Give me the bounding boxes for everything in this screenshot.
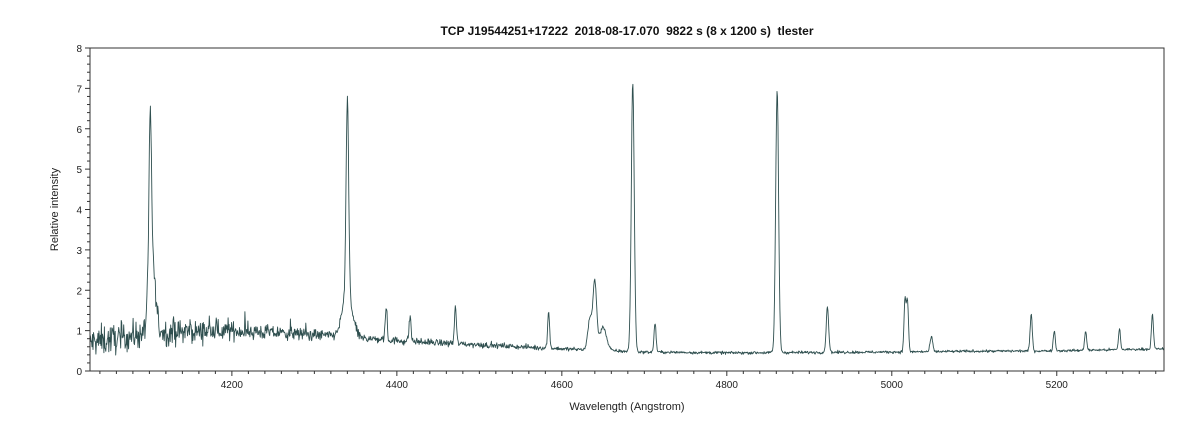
spectrum-line	[89, 83, 1164, 356]
y-tick-label: 7	[76, 84, 82, 95]
y-axis-title: Relative intensity	[49, 167, 61, 251]
x-tick-label: 5000	[881, 380, 904, 391]
x-tick-label: 4400	[386, 380, 409, 391]
x-tick-label: 4600	[551, 380, 574, 391]
y-tick-label: 0	[76, 367, 82, 378]
axis-ticks: 4200 4400 4600 4800 5000 5200 0 1 2 3 4 5 6 7 8	[76, 44, 1157, 391]
y-tick-label: 3	[76, 246, 82, 257]
y-tick-label: 6	[76, 125, 82, 136]
y-tick-label: 1	[76, 327, 82, 338]
plot-frame	[89, 47, 1165, 372]
y-tick-label: 4	[76, 206, 82, 217]
x-tick-label: 4800	[716, 380, 739, 391]
x-tick-label: 5200	[1046, 380, 1069, 391]
y-tick-label: 2	[76, 286, 82, 297]
x-axis-title: Wavelength (Angstrom)	[569, 401, 684, 413]
x-tick-label: 4200	[221, 380, 244, 391]
y-tick-label: 8	[76, 44, 82, 55]
y-tick-label: 5	[76, 165, 82, 176]
chart-title: TCP J19544251+17222 2018-08-17.070 9822 …	[440, 24, 814, 38]
